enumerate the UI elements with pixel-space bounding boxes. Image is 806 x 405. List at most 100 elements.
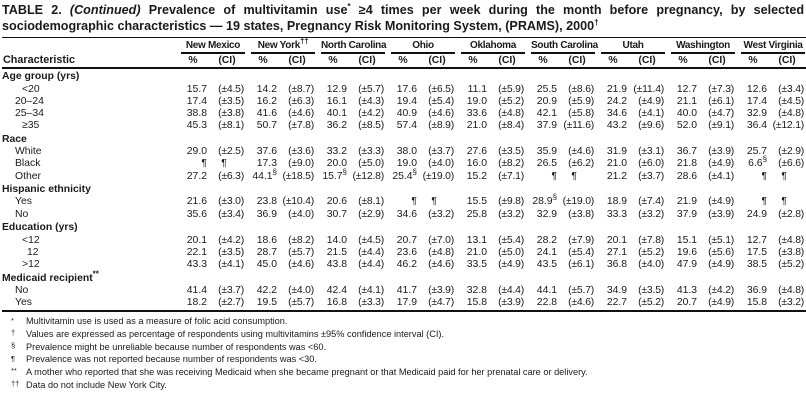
percent-value: 36.2 xyxy=(326,120,347,132)
ci-value: (±4.4) xyxy=(358,246,384,258)
ci-value: (±5.2) xyxy=(628,296,669,313)
row-label: ≥35 xyxy=(22,120,40,132)
percent-value: 25.8 xyxy=(466,208,488,220)
percent-value: 44.1 xyxy=(536,284,558,296)
section-header-row: Medicaid recipient** xyxy=(2,270,806,285)
percent-value: ¶ xyxy=(551,170,558,182)
percent-value: 28.2 xyxy=(536,234,558,246)
percent-value: 15.2 xyxy=(466,170,488,182)
percent-value: 20.6 xyxy=(326,196,347,208)
row-label: <20 xyxy=(22,83,40,95)
percent-value: 6.6§ xyxy=(748,154,768,170)
ci-value: (±3.8) xyxy=(778,246,805,258)
ci-value: (±4.2) xyxy=(218,234,244,246)
ci-value: (±4.0) xyxy=(288,284,314,296)
footnote: ** A mother who reported that she was rec… xyxy=(2,366,804,379)
percent-value: 12.7 xyxy=(746,234,768,246)
ci-value: (±4.2) xyxy=(358,107,384,119)
ci-header: (CI) xyxy=(698,54,739,70)
table-row: <12 20.1 (±4.2) 18.6 (±8.2) 14.0 (±4.5) 20.7 (±7… xyxy=(2,234,806,246)
state-name-label: New York†† xyxy=(251,37,315,55)
percent-value: 23.6 xyxy=(396,246,417,258)
footnote-marker: † xyxy=(11,328,16,338)
footnote-text: Multivitamin use is used as a measure of… xyxy=(26,316,288,327)
ci-value: (±4.2) xyxy=(708,284,735,296)
footnote: †† Data do not include New York City. xyxy=(2,379,804,392)
percent-value: 17.4 xyxy=(746,95,768,107)
percent-value: 43.5 xyxy=(536,259,558,270)
ci-value: (±4.8) xyxy=(778,284,805,296)
ci-value: (±6.6) xyxy=(778,158,805,170)
percent-value: 15.8 xyxy=(458,296,489,313)
percent-value: 31.9 xyxy=(606,146,628,158)
ci-value: (±5.7) xyxy=(358,83,384,95)
ci-value: (±2.7) xyxy=(208,296,248,313)
ci-value: (±4.9) xyxy=(708,158,735,170)
table-row: White 29.0 (±2.5) 37.6 (±3.6) 33.2 (±3.3) 38.0 (… xyxy=(2,146,806,158)
ci-value: (±8.2) xyxy=(288,234,314,246)
ci-value: (±4.6) xyxy=(568,146,595,158)
percent-value: 21.9 xyxy=(606,83,628,95)
percent-value: 27.2 xyxy=(186,170,207,182)
ci-header: (CI) xyxy=(348,54,388,70)
table-row: Yes 21.6 (±3.0) 23.8 (±10.4) 20.6 (±8.1) ¶ ¶ 15.5… xyxy=(2,194,806,208)
percent-value: 17.3 xyxy=(256,158,277,170)
percent-value: 21.6 xyxy=(186,196,207,208)
percent-value: 41.6 xyxy=(256,107,277,119)
ci-value: (±4.5) xyxy=(358,234,384,246)
row-label: 25–34 xyxy=(15,107,44,119)
ci-value: (±5.1) xyxy=(708,234,735,246)
percent-value: 16.1 xyxy=(326,95,347,107)
ci-value: (±5.4) xyxy=(498,234,525,246)
ci-value: (±5.7) xyxy=(568,284,595,296)
ci-value: (±12.1) xyxy=(772,120,805,132)
ci-value: (±5.0) xyxy=(498,246,525,258)
percent-value: 16.8 xyxy=(318,296,348,313)
state-header-3: North Carolina xyxy=(318,38,388,55)
percent-value: 27.6 xyxy=(466,146,488,158)
percent-value: 19.6 xyxy=(676,246,698,258)
percent-value: 36.9 xyxy=(746,284,768,296)
ci-value: (±8.2) xyxy=(498,158,525,170)
ci-value: (±3.9) xyxy=(708,208,735,220)
percent-value: 15.1 xyxy=(676,234,698,246)
table-title: TABLE 2. (Continued) Prevalence of multi… xyxy=(2,2,804,34)
table-title-prefix: TABLE 2. xyxy=(2,3,62,17)
percent-value: 38.8 xyxy=(186,107,207,119)
ci-value: ¶ xyxy=(571,170,577,182)
ci-value: (±3.2) xyxy=(498,208,525,220)
ci-value: (±7.0) xyxy=(428,234,455,246)
ci-header: (CI) xyxy=(488,54,529,70)
ci-value: ¶ xyxy=(431,196,437,208)
percent-header: % xyxy=(598,54,629,70)
percent-value: 42.2 xyxy=(256,284,277,296)
percent-value: 52.0 xyxy=(676,120,698,132)
ci-value: (±4.7) xyxy=(418,296,459,313)
characteristic-column-header: Characteristic xyxy=(2,37,178,70)
ci-value: (±4.1) xyxy=(358,284,384,296)
percent-value: 16.0 xyxy=(466,158,488,170)
percent-value: 12.9 xyxy=(326,83,347,95)
ci-value: (±5.8) xyxy=(568,107,595,119)
footnote-marker: ¶ xyxy=(11,353,16,363)
percent-value: 19.0 xyxy=(466,95,488,107)
table-row: Yes 18.2 (±2.7) 19.5 (±5.7) 16.8 (±3.3) 17.9 (±4… xyxy=(2,296,806,313)
percent-value: 33.2 xyxy=(326,146,347,158)
percent-value: 37.6 xyxy=(256,146,277,158)
prevalence-table: Characteristic New Mexico New York†† North… xyxy=(2,37,806,313)
ci-value: (±5.9) xyxy=(498,83,525,95)
footnote-marker: ** xyxy=(11,366,17,376)
ci-value: (±2.8) xyxy=(778,208,805,220)
percent-value: 22.8 xyxy=(528,296,559,313)
state-header-1: New Mexico xyxy=(178,38,248,55)
percent-value: 20.7 xyxy=(668,296,699,313)
row-label: No xyxy=(15,208,29,220)
ci-value: (±3.9) xyxy=(708,146,735,158)
row-label: 20–24 xyxy=(15,95,44,107)
percent-value: 25.4§ xyxy=(392,167,417,182)
ci-value: (±3.8) xyxy=(568,208,595,220)
ci-value: (±5.0) xyxy=(358,158,384,170)
footnote-text: A mother who reported that she was recei… xyxy=(26,366,588,377)
percent-value: 18.2 xyxy=(178,296,208,313)
percent-value: 36.7 xyxy=(676,146,698,158)
